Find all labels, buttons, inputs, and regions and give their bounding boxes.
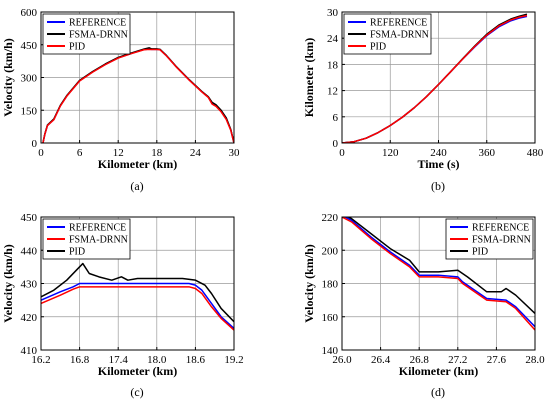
y-tick-label: 420 [21, 312, 38, 324]
x-tick-label: 480 [527, 147, 544, 159]
legend-entry: REFERENCE [370, 18, 427, 29]
panel-caption: (b) [431, 179, 445, 193]
y-tick-label: 12 [327, 86, 338, 98]
series-line-reference [41, 282, 234, 329]
legend-entry: PID [472, 247, 488, 258]
x-tick-label: 30 [229, 147, 241, 159]
y-axis-label: Velocity (km/h) [302, 244, 316, 323]
y-tick-label: 24 [327, 33, 339, 45]
legend-entry: FSMA-DRNN [370, 30, 429, 41]
series-line-reference [42, 48, 234, 143]
series-line-pid [342, 14, 528, 143]
y-tick-label: 410 [21, 345, 38, 357]
legend-entry: REFERENCE [472, 223, 529, 234]
x-tick-label: 0 [339, 147, 345, 159]
series-line-fsma-drnn [41, 286, 234, 331]
series-line-pid [346, 217, 535, 314]
x-tick-label: 18.6 [186, 354, 206, 366]
x-tick-label: 27.6 [487, 354, 507, 366]
legend-entry: REFERENCE [69, 223, 126, 234]
y-axis-label: Velocity (km/h) [1, 244, 15, 323]
y-tick-label: 150 [21, 105, 38, 117]
series-line-pid [42, 48, 234, 143]
y-tick-label: 300 [21, 73, 38, 85]
y-tick-label: 450 [21, 40, 38, 52]
x-tick-label: 120 [382, 147, 399, 159]
panel-caption: (a) [130, 179, 143, 193]
x-axis-label: Kilometer (km) [399, 364, 478, 378]
chart-panel-2: 0 120 240 360 480 0 6 12 18 24 30 Time (s) Kilometer… [302, 7, 544, 193]
y-tick-label: 200 [322, 245, 339, 257]
x-tick-label: 26.4 [371, 354, 391, 366]
legend-entry: FSMA-DRNN [472, 235, 531, 246]
panel-caption: (d) [431, 385, 445, 399]
y-tick-label: 140 [322, 345, 339, 357]
y-tick-label: 18 [327, 59, 339, 71]
y-tick-label: 600 [21, 7, 38, 19]
x-tick-label: 28.0 [525, 354, 545, 366]
x-axis-label: Time (s) [417, 157, 459, 171]
y-axis-label: Velocity (km/h) [1, 38, 15, 117]
y-tick-label: 6 [333, 112, 339, 124]
legend-entry: PID [370, 42, 386, 53]
x-tick-label: 17.4 [109, 354, 129, 366]
x-tick-label: 16.2 [31, 354, 50, 366]
series-line-pid [41, 262, 234, 323]
x-tick-label: 18 [151, 147, 163, 159]
x-tick-label: 12 [113, 147, 124, 159]
legend-entry: FSMA-DRNN [69, 235, 128, 246]
x-tick-label: 26.8 [410, 354, 430, 366]
y-tick-label: 440 [21, 245, 38, 257]
series-line-reference [343, 217, 535, 328]
x-tick-label: 16.8 [70, 354, 90, 366]
x-axis-label: Kilometer (km) [98, 364, 177, 378]
legend-entry: REFERENCE [69, 18, 126, 29]
legend-entry: FSMA-DRNN [69, 30, 128, 41]
x-tick-label: 24 [190, 147, 202, 159]
legend-entry: PID [69, 247, 85, 258]
x-tick-label: 360 [479, 147, 496, 159]
y-tick-label: 430 [21, 279, 38, 291]
chart-panel-3: 16.2 16.8 17.4 18.0 18.6 19.2 410 420 430 440 450 K… [1, 212, 244, 399]
x-axis-label: Kilometer (km) [98, 157, 177, 171]
series-line-fsma-drnn [342, 217, 535, 331]
x-tick-label: 19.2 [224, 354, 243, 366]
y-tick-label: 0 [32, 138, 38, 150]
panel-caption: (c) [130, 385, 143, 399]
x-tick-label: 0 [38, 147, 44, 159]
x-tick-label: 27.2 [448, 354, 467, 366]
y-tick-label: 180 [322, 279, 339, 291]
y-tick-label: 450 [21, 212, 38, 224]
y-axis-label: Kilometer (km) [302, 38, 316, 117]
y-tick-label: 160 [322, 312, 339, 324]
y-tick-label: 0 [333, 138, 339, 150]
x-tick-label: 240 [430, 147, 447, 159]
x-tick-label: 26.0 [332, 354, 352, 366]
legend-entry: PID [69, 42, 85, 53]
y-tick-label: 220 [322, 212, 339, 224]
y-tick-label: 30 [327, 7, 339, 19]
x-tick-label: 18.0 [147, 354, 167, 366]
x-tick-label: 6 [77, 147, 83, 159]
chart-panel-4: 26.0 26.4 26.8 27.2 27.6 28.0 140 160 180 200 220 K… [302, 212, 545, 399]
